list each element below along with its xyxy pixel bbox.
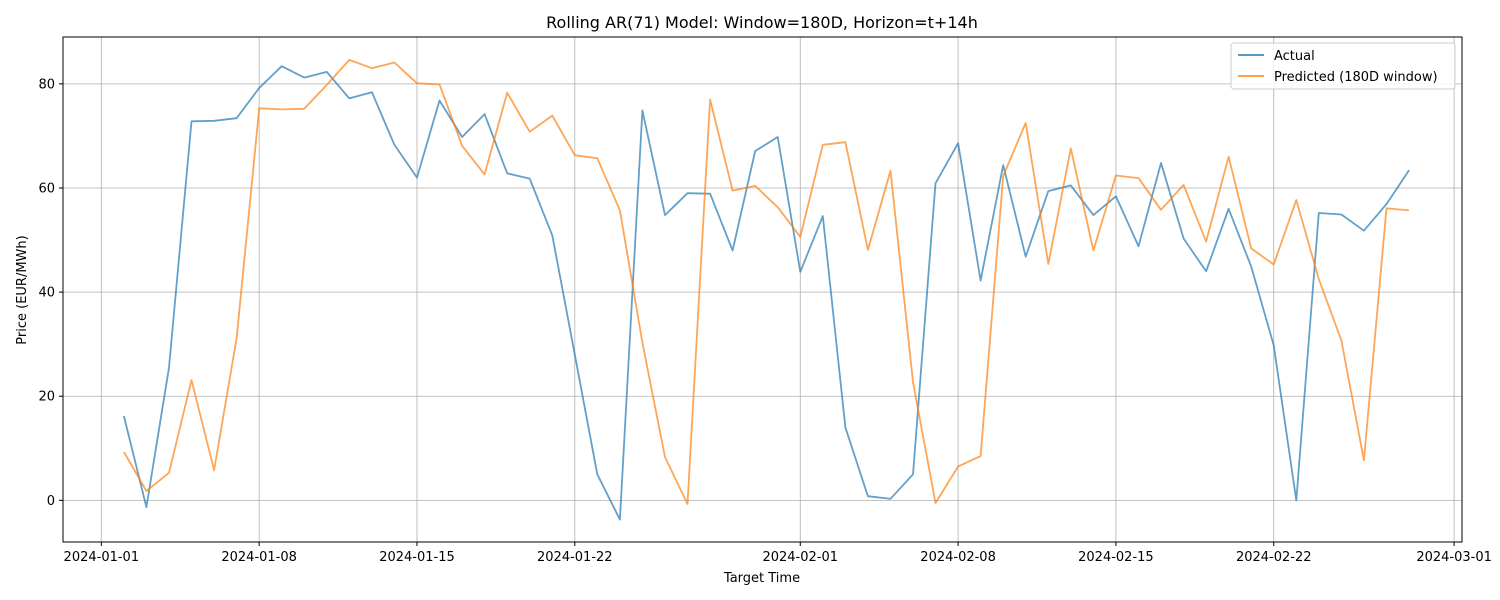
y-tick-label: 20	[38, 390, 55, 405]
plot-frame	[62, 36, 1463, 543]
x-tick-label: 2024-02-08	[920, 550, 996, 565]
x-tick-label: 2024-01-22	[537, 550, 613, 565]
x-tick-label: 2024-01-08	[221, 550, 297, 565]
y-tick-label: 40	[38, 286, 55, 301]
x-tick-label: 2024-02-01	[762, 550, 838, 565]
x-tick-label: 2024-02-15	[1078, 550, 1154, 565]
x-axis-label: Target Time	[723, 571, 800, 586]
legend-label-predicted: Predicted (180D window)	[1274, 70, 1438, 85]
legend-label-actual: Actual	[1274, 49, 1315, 64]
series-lines	[123, 59, 1410, 521]
y-axis-label: Price (EUR/MWh)	[15, 235, 30, 344]
x-tick-label: 2024-02-22	[1236, 550, 1312, 565]
series-line-actual	[123, 65, 1410, 521]
chart-title: Rolling AR(71) Model: Window=180D, Horiz…	[546, 13, 978, 32]
y-tick-label: 60	[38, 181, 55, 196]
x-tick-label: 2024-01-01	[64, 550, 140, 565]
y-tick-label: 0	[47, 494, 55, 509]
x-tick-label: 2024-01-15	[379, 550, 455, 565]
y-tick-label: 80	[38, 77, 55, 92]
legend-box	[1230, 42, 1456, 90]
legend: Actual Predicted (180D window)	[1230, 42, 1456, 90]
grid-lines	[63, 37, 1462, 542]
axis-ticks: 2024-01-01 2024-01-08 2024-01-15 2024-01-22…	[38, 77, 1491, 565]
series-line-predicted	[123, 59, 1410, 505]
x-tick-label: 2024-03-01	[1416, 550, 1492, 565]
